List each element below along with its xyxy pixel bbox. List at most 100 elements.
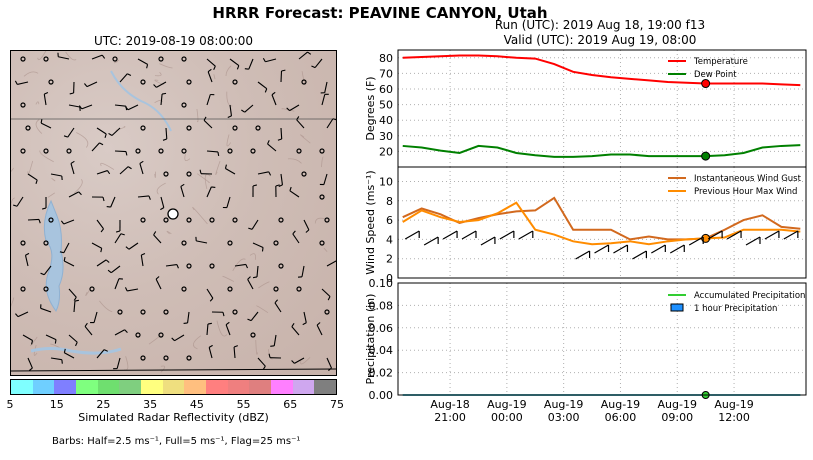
wind-barb — [153, 231, 162, 244]
wind-barb — [27, 357, 33, 372]
colorbar-swatch — [119, 380, 142, 394]
map-title: UTC: 2019-08-19 08:00:00 — [93, 34, 254, 48]
wind-barb — [96, 259, 110, 267]
wind-barb — [244, 58, 254, 70]
time-series-wind-barb — [461, 230, 477, 240]
time-series-wind-barb — [688, 236, 704, 246]
series-line-previous-hour-max-wind — [402, 201, 801, 246]
colorbar-swatch — [314, 380, 337, 394]
calm-wind-circle — [181, 240, 187, 246]
wind-barb — [96, 170, 111, 175]
terrain-ridge — [39, 150, 54, 163]
time-series-wind-barb — [575, 250, 591, 260]
terrain-ridge — [215, 160, 221, 175]
terrain-ridge — [35, 101, 40, 105]
x-tick-label-date: Aug-19 — [714, 398, 753, 411]
calm-wind-circle — [181, 56, 187, 62]
wind-barb — [302, 311, 307, 326]
calm-wind-circle — [186, 125, 192, 131]
terrain-ridge — [37, 51, 47, 61]
terrain-ridge — [204, 173, 211, 190]
calm-wind-circle — [186, 355, 192, 361]
calm-wind-circle — [66, 148, 72, 154]
wind-barb — [96, 349, 108, 359]
wind-barb — [73, 299, 79, 313]
chart-panel: 0.00 0.02 0.04 0.06 0.08 0.10 Precipitation (i… — [364, 277, 807, 402]
terrain-ridge — [154, 171, 156, 178]
colorbar-swatch — [32, 380, 55, 394]
calm-wind-circle — [158, 148, 164, 154]
x-tick-label-time: 12:00 — [718, 411, 750, 424]
terrain-ridge — [321, 156, 324, 168]
valid-label: Valid (UTC): 2019 Aug 19, 08:00 — [503, 33, 697, 47]
wind-barb — [125, 242, 139, 250]
wind-barb — [91, 142, 104, 152]
calm-wind-circle — [140, 125, 146, 131]
calm-wind-circle — [48, 79, 54, 85]
wind-barb — [78, 104, 93, 110]
wind-barb — [69, 81, 75, 95]
wind-barb — [63, 127, 75, 138]
terrain-ridge — [148, 334, 161, 345]
wind-barb — [280, 69, 286, 83]
calm-wind-circle — [135, 148, 141, 154]
x-tick-label-date: Aug-19 — [601, 398, 640, 411]
wind-barb — [96, 219, 104, 233]
series-line-dew-point — [402, 144, 801, 158]
calm-wind-circle — [232, 125, 238, 131]
legend-label: Temperature — [693, 57, 748, 67]
terrain-ridge — [35, 119, 43, 134]
colorbar-tick-label: 5 — [6, 398, 14, 411]
terrain-ridge — [225, 65, 232, 76]
wind-barb — [84, 81, 98, 88]
calm-wind-circle — [319, 148, 325, 154]
calm-wind-circle — [186, 79, 192, 85]
y-tick-label: 70 — [379, 67, 393, 80]
wind-barb — [162, 127, 168, 141]
wind-barb — [96, 127, 107, 138]
colorbar-tick-label: 15 — [49, 398, 64, 411]
calm-wind-circle — [140, 309, 146, 315]
wind-barb — [68, 104, 81, 112]
terrain-ridge — [27, 160, 34, 175]
wind-barb — [155, 276, 162, 290]
map-wind-barbs — [13, 51, 336, 372]
y-tick-label: 30 — [379, 130, 393, 143]
wind-barb — [42, 196, 47, 210]
calm-wind-circle — [301, 79, 307, 85]
wind-barb — [268, 353, 282, 359]
wind-barb — [311, 58, 323, 69]
terrain-ridge — [29, 336, 38, 347]
calm-wind-circle — [227, 240, 233, 246]
wind-barb — [15, 311, 29, 318]
y-tick-label: 40 — [379, 114, 393, 127]
terrain-ridge — [213, 74, 216, 80]
terrain-ridge — [51, 177, 56, 182]
terrain-ridge — [184, 154, 191, 162]
wind-barb — [252, 265, 259, 279]
time-series-wind-barb — [594, 244, 610, 254]
terrain-ridge — [154, 99, 163, 104]
terrain-ridge — [154, 72, 162, 77]
calm-wind-circle — [232, 309, 238, 315]
terrain-ridge — [33, 344, 38, 356]
wind-barb — [289, 186, 300, 198]
x-tick-label-date: Aug-18 — [430, 398, 469, 411]
colorbar-swatch — [271, 380, 293, 394]
calm-wind-circle — [209, 217, 215, 223]
location-marker — [167, 208, 179, 220]
terrain-ridge — [249, 253, 256, 260]
terrain-ridge — [258, 281, 270, 289]
wind-barb — [114, 329, 128, 336]
calm-wind-circle — [278, 263, 284, 269]
x-tick-label-date: Aug-19 — [544, 398, 583, 411]
wind-barb — [119, 166, 132, 175]
wind-barb — [84, 322, 93, 336]
terrain-ridge — [216, 320, 228, 337]
wind-barb — [114, 150, 128, 156]
colorbar-swatch — [141, 380, 163, 394]
colorbar-label: Simulated Radar Reflectivity (dBZ) — [78, 411, 269, 424]
y-tick-label: 2 — [386, 253, 393, 266]
